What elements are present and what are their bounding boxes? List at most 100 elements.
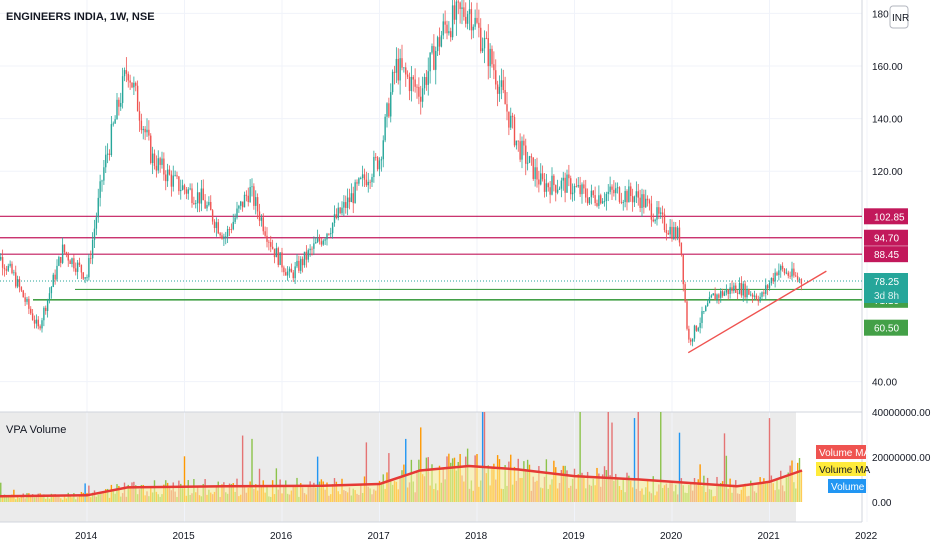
candle-body	[1, 257, 4, 268]
candle-body	[346, 197, 349, 209]
candle-body	[427, 71, 429, 85]
candle-body	[249, 187, 251, 203]
candle-body	[459, 2, 461, 10]
candle-body	[30, 308, 32, 314]
price-tick-label: 120.00	[872, 167, 903, 178]
candle-body	[577, 185, 579, 187]
candle-body	[763, 292, 765, 294]
candle-body	[31, 313, 34, 320]
price-pane[interactable]	[0, 0, 862, 412]
candle-body	[796, 276, 799, 280]
candle-body	[721, 291, 724, 296]
volume-ma-line	[0, 464, 803, 498]
volume-bar	[0, 482, 2, 502]
candle-body	[204, 200, 206, 209]
candle-body	[515, 140, 518, 146]
candle-body	[95, 217, 98, 229]
candle-body	[774, 272, 776, 282]
candle-body	[648, 200, 651, 204]
candle-body	[247, 195, 249, 203]
candle-body	[543, 179, 546, 192]
candle-body	[326, 233, 328, 240]
candle-body	[725, 289, 728, 293]
level-price-tag[interactable]	[864, 208, 908, 225]
candle-body	[50, 286, 53, 294]
candle-body	[39, 326, 41, 329]
candle-body	[330, 233, 332, 235]
volume-bar	[183, 456, 186, 502]
candle-body	[136, 85, 139, 112]
candle-body	[356, 182, 358, 184]
candle-body	[223, 236, 225, 239]
candle-body	[425, 77, 428, 85]
candle-body	[787, 272, 789, 276]
candle-body	[575, 186, 578, 187]
candle-body	[300, 258, 302, 271]
candle-body	[168, 169, 171, 175]
candle-body	[598, 195, 600, 206]
candle-body	[151, 153, 154, 163]
candle-body	[176, 175, 178, 177]
candle-body	[15, 272, 17, 287]
level-price-tag-label: 88.45	[874, 250, 899, 261]
candle-body	[564, 177, 566, 193]
candle-body	[202, 188, 204, 201]
candle-body	[435, 51, 437, 70]
volume-bar	[481, 412, 484, 502]
candle-body	[391, 71, 394, 93]
candle-body	[251, 186, 253, 188]
candle-body	[468, 9, 471, 15]
candle-body	[641, 194, 643, 208]
trendline[interactable]	[687, 270, 827, 354]
candle-body	[219, 233, 221, 236]
level-price-tag[interactable]	[864, 246, 908, 263]
candle-body	[230, 229, 233, 230]
candle-body	[440, 35, 443, 47]
candle-body	[320, 241, 323, 245]
candle-body	[3, 267, 6, 270]
price-axis[interactable]: 180.00 160.00 140.00 120.00 40.00 102.85 94.70…	[864, 9, 908, 389]
candle-body	[436, 37, 439, 52]
symbol-title: ENGINEERS INDIA, 1W, NSE	[6, 11, 155, 23]
candle-body	[607, 191, 609, 194]
candle-body	[114, 119, 116, 124]
candle-body	[798, 279, 801, 281]
candle-body	[165, 174, 167, 182]
candle-body	[785, 272, 788, 274]
candle-body	[142, 128, 144, 131]
candle-body	[615, 188, 617, 194]
last-price-tag[interactable]	[864, 273, 908, 304]
candle-body	[740, 282, 743, 296]
currency-badge[interactable]	[889, 5, 909, 29]
candle-body	[661, 212, 664, 215]
candle-body	[579, 185, 581, 195]
volume-bar	[579, 412, 581, 502]
volume-bar	[678, 432, 681, 502]
candle-body	[101, 180, 103, 182]
candle-body	[129, 80, 131, 83]
bar-countdown-label: 3d 8h	[874, 291, 899, 302]
candle-body	[676, 227, 679, 238]
volume-legend-label: Volume	[831, 482, 865, 493]
candle-body	[553, 175, 555, 186]
candle-body	[703, 311, 705, 312]
candle-body	[594, 195, 596, 204]
candle-body	[296, 260, 298, 267]
candle-body	[386, 103, 388, 117]
candle-body	[748, 289, 750, 295]
time-axis[interactable]: 2014 2015 2016 2017 2018 2019 2020 2021 2022	[75, 531, 878, 542]
level-price-tag[interactable]	[864, 229, 908, 246]
candle-body	[511, 115, 514, 118]
candle-body	[236, 208, 238, 218]
level-price-tag[interactable]	[864, 319, 908, 336]
time-tick-label: 2021	[758, 531, 781, 542]
candle-body	[37, 319, 39, 327]
candle-body	[720, 291, 722, 298]
volume-legend-label: Volume MA	[819, 465, 870, 476]
candle-body	[45, 307, 47, 312]
candle-body	[367, 181, 369, 186]
candle-body	[52, 274, 54, 287]
volume-pane[interactable]	[0, 412, 796, 522]
